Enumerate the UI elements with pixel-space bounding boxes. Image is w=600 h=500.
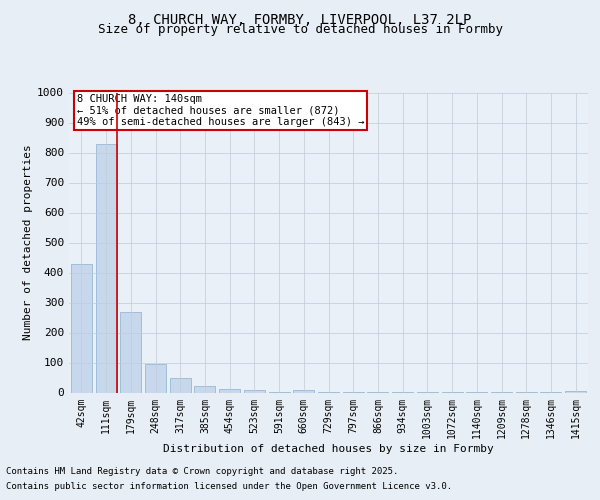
Bar (145, 364, 166, 392)
Y-axis label: Number of detached properties: Number of detached properties (23, 144, 33, 340)
Bar (71, 264, 92, 392)
X-axis label: Distribution of detached houses by size in Formby: Distribution of detached houses by size … (163, 444, 494, 454)
Bar (293, 390, 314, 392)
Bar (120, 312, 141, 392)
Bar (194, 386, 215, 392)
Bar (170, 378, 191, 392)
Text: Size of property relative to detached houses in Formby: Size of property relative to detached ho… (97, 22, 503, 36)
Text: 8 CHURCH WAY: 140sqm
← 51% of detached houses are smaller (872)
49% of semi-deta: 8 CHURCH WAY: 140sqm ← 51% of detached h… (77, 94, 364, 127)
Text: Contains public sector information licensed under the Open Government Licence v3: Contains public sector information licen… (6, 482, 452, 491)
Bar (244, 390, 265, 392)
Bar (219, 388, 240, 392)
Text: Contains HM Land Registry data © Crown copyright and database right 2025.: Contains HM Land Registry data © Crown c… (6, 467, 398, 476)
Bar (95, 144, 116, 392)
Text: 8, CHURCH WAY, FORMBY, LIVERPOOL, L37 2LP: 8, CHURCH WAY, FORMBY, LIVERPOOL, L37 2L… (128, 12, 472, 26)
Bar (565, 390, 586, 392)
